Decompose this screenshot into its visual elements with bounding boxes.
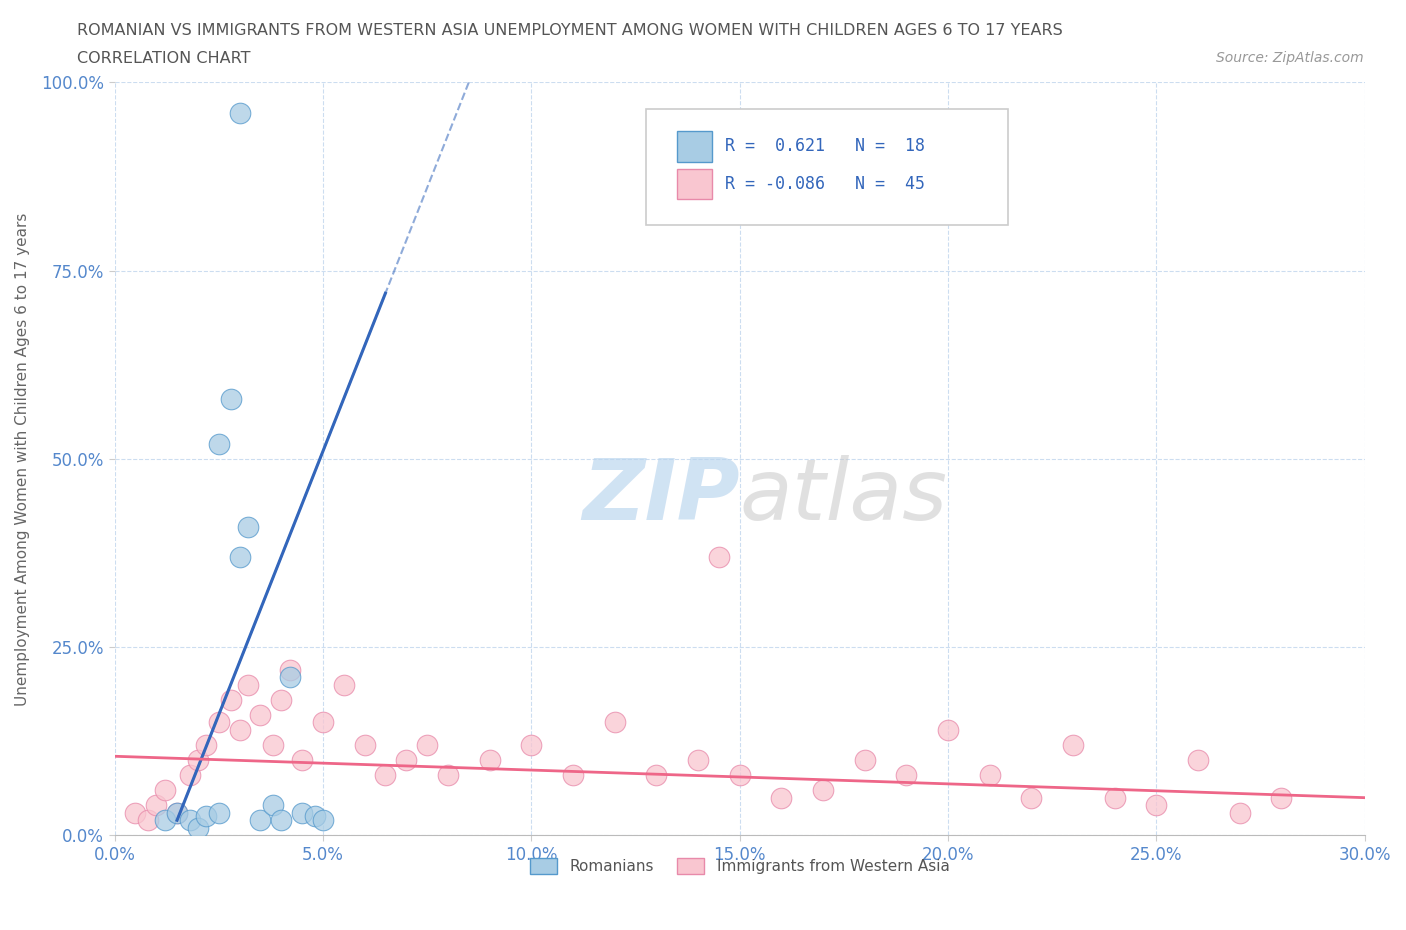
Point: [561, 767, 583, 782]
Text: ZIP: ZIP: [582, 455, 740, 538]
Point: [187, 820, 209, 835]
Point: [262, 798, 284, 813]
Point: [249, 708, 271, 723]
Point: [124, 805, 146, 820]
Point: [236, 519, 259, 534]
Point: [1144, 798, 1167, 813]
Point: [195, 809, 218, 824]
Point: [208, 436, 231, 451]
FancyBboxPatch shape: [678, 169, 711, 199]
Point: [278, 670, 301, 684]
Point: [208, 715, 231, 730]
Point: [270, 813, 292, 828]
Point: [853, 752, 876, 767]
Point: [332, 677, 354, 692]
Text: CORRELATION CHART: CORRELATION CHART: [77, 51, 250, 66]
Point: [291, 805, 314, 820]
Point: [195, 737, 218, 752]
Point: [686, 752, 709, 767]
Point: [811, 783, 834, 798]
Point: [353, 737, 375, 752]
Point: [603, 715, 626, 730]
Point: [291, 752, 314, 767]
Text: atlas: atlas: [740, 455, 948, 538]
Text: R =  0.621   N =  18: R = 0.621 N = 18: [724, 138, 925, 155]
Legend: Romanians, Immigrants from Western Asia: Romanians, Immigrants from Western Asia: [523, 852, 956, 881]
Point: [145, 798, 167, 813]
Point: [228, 723, 250, 737]
Point: [1187, 752, 1209, 767]
FancyBboxPatch shape: [645, 109, 1008, 225]
Point: [395, 752, 418, 767]
Point: [270, 692, 292, 707]
Point: [1270, 790, 1292, 805]
Point: [249, 813, 271, 828]
Point: [304, 809, 326, 824]
Point: [179, 813, 201, 828]
Point: [979, 767, 1001, 782]
Point: [896, 767, 918, 782]
Text: R = -0.086   N =  45: R = -0.086 N = 45: [724, 175, 925, 193]
Point: [236, 677, 259, 692]
Point: [262, 737, 284, 752]
Point: [179, 767, 201, 782]
Point: [219, 692, 242, 707]
Point: [153, 783, 176, 798]
Point: [437, 767, 460, 782]
Point: [770, 790, 793, 805]
FancyBboxPatch shape: [678, 131, 711, 162]
Point: [478, 752, 501, 767]
Point: [228, 550, 250, 565]
Text: Source: ZipAtlas.com: Source: ZipAtlas.com: [1216, 51, 1364, 65]
Point: [228, 105, 250, 120]
Point: [1104, 790, 1126, 805]
Point: [728, 767, 751, 782]
Point: [416, 737, 439, 752]
Point: [187, 752, 209, 767]
Point: [1021, 790, 1043, 805]
Point: [312, 715, 335, 730]
Point: [166, 805, 188, 820]
Text: ROMANIAN VS IMMIGRANTS FROM WESTERN ASIA UNEMPLOYMENT AMONG WOMEN WITH CHILDREN : ROMANIAN VS IMMIGRANTS FROM WESTERN ASIA…: [77, 23, 1063, 38]
Point: [374, 767, 396, 782]
Point: [278, 662, 301, 677]
Point: [208, 805, 231, 820]
Point: [166, 805, 188, 820]
Point: [1062, 737, 1084, 752]
Point: [520, 737, 543, 752]
Point: [312, 813, 335, 828]
Point: [707, 550, 730, 565]
Point: [219, 392, 242, 406]
Point: [1229, 805, 1251, 820]
Point: [645, 767, 668, 782]
Point: [936, 723, 959, 737]
Point: [153, 813, 176, 828]
Y-axis label: Unemployment Among Women with Children Ages 6 to 17 years: Unemployment Among Women with Children A…: [15, 212, 30, 706]
Point: [136, 813, 159, 828]
